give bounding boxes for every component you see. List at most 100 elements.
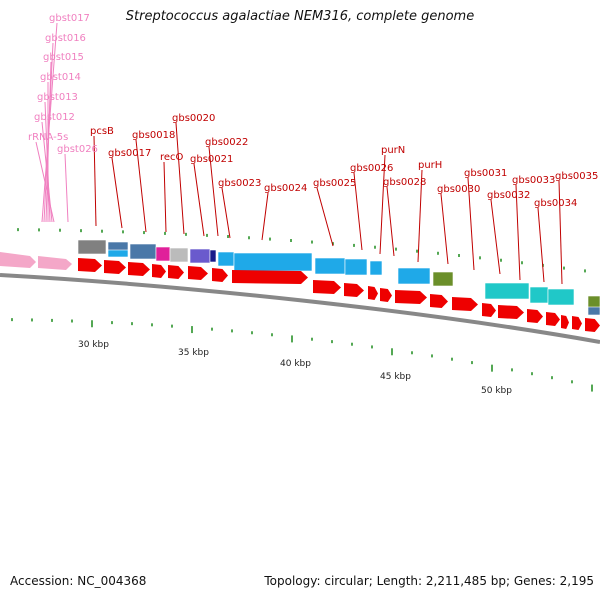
cds-arrow [188,266,208,280]
label-leader [417,169,423,263]
label-leader [490,199,501,275]
scale-label: 45 kbp [380,372,411,382]
cds-arrow [168,265,184,279]
cds-arrow [527,309,543,323]
label-leaders [35,22,563,285]
label-leader [135,139,147,233]
feature-block [314,257,346,275]
label-leader [515,184,521,281]
cds-arrow [572,316,582,330]
feature-block [129,243,157,260]
gene-label: gbs0035 [555,171,598,182]
gene-label: purH [418,160,442,171]
gene-labels: gbst017 gbst016 gbst015 gbst014 gbst013 gbst0… [28,13,598,209]
label-leader [467,177,475,271]
gene-label: gbst012 [34,112,75,123]
summary-text: Topology: circular; Length: 2,211,485 bp… [264,574,594,588]
gene-label: gbst015 [43,52,84,63]
cds-arrow [395,290,427,304]
gene-label: gbs0031 [464,168,507,179]
gene-label: purN [381,145,405,156]
scale-label: 35 kbp [178,348,209,358]
feature-block [107,249,129,258]
label-leader [386,186,395,257]
label-leader [353,172,363,251]
genome-backbone [0,273,600,344]
gene-label: gbst014 [40,72,81,83]
accession-text: Accession: NC_004368 [10,574,147,588]
gene-label: gbs0026 [350,163,393,174]
label-leader [111,157,123,229]
gene-label: gbst013 [37,92,78,103]
cds-arrow [482,303,496,317]
feature-tracks [0,239,600,332]
label-leader [93,135,97,227]
feature-block [587,306,600,316]
feature-block [155,246,171,262]
label-leader [316,187,334,247]
label-leader [64,153,69,223]
map-title: Streptococcus agalactiae NEM316, complet… [125,9,475,24]
cds-arrow [546,312,560,326]
gene-label: gbs0032 [487,190,530,201]
gene-label: gbs0021 [190,154,233,165]
label-leader [379,154,386,255]
cds-arrow [128,262,150,276]
cds-arrow [430,294,448,308]
gene-label: gbs0033 [512,175,555,186]
cds-arrow [452,297,478,311]
feature-block [529,286,549,304]
label-leader [537,207,545,283]
scale-label: 50 kbp [481,386,512,396]
feature-block [587,295,600,309]
cds-arrow [104,260,126,274]
rrna-arrow [38,256,72,270]
feature-block [344,258,368,276]
feature-block [432,271,454,287]
label-leader [558,180,563,285]
feature-block [169,247,189,263]
gene-label: gbst026 [57,144,98,155]
scale-label: 30 kbp [78,340,109,350]
feature-block [484,282,530,300]
cds-arrow [344,283,364,297]
label-leader [440,193,449,265]
gene-label: gbs0024 [264,183,307,194]
label-leader [35,141,55,223]
gene-label: gbst017 [49,13,90,24]
rrna-arrow [0,252,36,268]
cds-arrow [380,288,392,302]
scale-labels: 30 kbp 35 kbp 40 kbp 45 kbp 50 kbp [78,340,512,396]
cds-arrow [368,286,378,300]
feature-block [107,241,129,252]
feature-block [547,288,575,306]
feature-block [233,252,313,272]
label-leader [208,146,219,237]
gene-label: gbs0034 [534,198,577,209]
cds-arrow [585,318,600,332]
gene-label: pcsB [90,126,114,137]
label-leader [221,187,231,239]
gene-label: gbs0020 [172,113,215,124]
label-leader [175,122,185,235]
tick-marks [11,228,593,392]
gene-label: gbs0028 [383,177,426,188]
gene-label: gbst016 [45,33,86,44]
gene-label: recO [160,152,184,163]
feature-block [217,251,235,267]
feature-block [369,260,383,276]
gene-label: gbs0017 [108,148,151,159]
cds-arrow [152,264,166,278]
gene-label: gbs0030 [437,184,480,195]
cds-arrow [232,270,308,284]
gene-label: gbs0025 [313,178,356,189]
cds-arrow [78,258,102,272]
label-leader [163,161,167,233]
label-leader [261,192,269,241]
label-leader [193,163,205,237]
feature-block [209,249,217,263]
scale-label: 40 kbp [280,359,311,369]
feature-block [77,239,107,255]
cds-arrow [561,315,569,329]
